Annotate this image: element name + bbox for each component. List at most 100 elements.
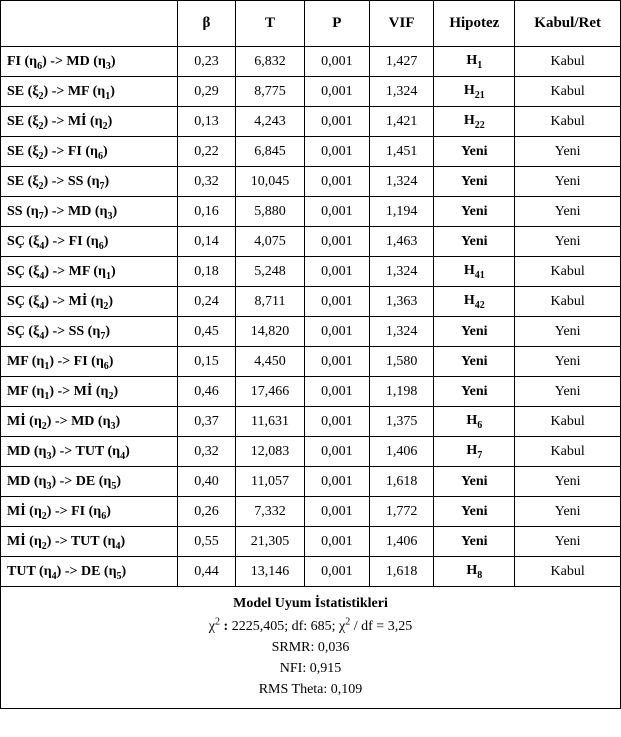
cell-t: 4,075 <box>236 227 305 257</box>
row-label: SÇ (ξ4) -> SS (η7) <box>1 317 178 347</box>
cell-vif: 1,363 <box>369 287 434 317</box>
cell-beta: 0,13 <box>177 107 235 137</box>
cell-t: 10,045 <box>236 167 305 197</box>
cell-accept: Kabul <box>515 557 621 587</box>
cell-hypothesis: H7 <box>434 437 515 467</box>
cell-t: 11,057 <box>236 467 305 497</box>
row-label: TUT (η4) -> DE (η5) <box>1 557 178 587</box>
table-row: Mİ (η2) -> TUT (η4)0,5521,3050,0011,406Y… <box>1 527 621 557</box>
cell-hypothesis: Yeni <box>434 227 515 257</box>
cell-vif: 1,427 <box>369 47 434 77</box>
cell-hypothesis: Yeni <box>434 377 515 407</box>
table-row: SE (ξ2) -> Mİ (η2)0,134,2430,0011,421H22… <box>1 107 621 137</box>
table-row: SÇ (ξ4) -> Mİ (η2)0,248,7110,0011,363H42… <box>1 287 621 317</box>
cell-p: 0,001 <box>305 317 370 347</box>
cell-beta: 0,45 <box>177 317 235 347</box>
cell-accept: Yeni <box>515 377 621 407</box>
row-label: FI (η6) -> MD (η3) <box>1 47 178 77</box>
srmr-value: SRMR: 0,036 <box>272 640 350 655</box>
row-label: MD (η3) -> TUT (η4) <box>1 437 178 467</box>
cell-accept: Yeni <box>515 527 621 557</box>
table-row: MF (η1) -> Mİ (η2)0,4617,4660,0011,198Ye… <box>1 377 621 407</box>
cell-beta: 0,18 <box>177 257 235 287</box>
col-header-p: P <box>305 1 370 47</box>
cell-t: 8,711 <box>236 287 305 317</box>
cell-vif: 1,324 <box>369 317 434 347</box>
table-row: SÇ (ξ4) -> SS (η7)0,4514,8200,0011,324Ye… <box>1 317 621 347</box>
cell-t: 21,305 <box>236 527 305 557</box>
cell-accept: Kabul <box>515 107 621 137</box>
cell-hypothesis: Yeni <box>434 347 515 377</box>
cell-hypothesis: Yeni <box>434 467 515 497</box>
chi-colon: : <box>220 619 232 634</box>
row-label: SE (ξ2) -> Mİ (η2) <box>1 107 178 137</box>
col-header-hypo: Hipotez <box>434 1 515 47</box>
cell-accept: Yeni <box>515 167 621 197</box>
row-label: Mİ (η2) -> MD (η3) <box>1 407 178 437</box>
table-row: MD (η3) -> TUT (η4)0,3212,0830,0011,406H… <box>1 437 621 467</box>
cell-t: 11,631 <box>236 407 305 437</box>
cell-p: 0,001 <box>305 197 370 227</box>
cell-beta: 0,14 <box>177 227 235 257</box>
row-label: SE (ξ2) -> FI (η6) <box>1 137 178 167</box>
cell-beta: 0,32 <box>177 167 235 197</box>
cell-t: 4,243 <box>236 107 305 137</box>
cell-vif: 1,194 <box>369 197 434 227</box>
col-header-t: T <box>236 1 305 47</box>
cell-p: 0,001 <box>305 407 370 437</box>
col-header-beta: β <box>177 1 235 47</box>
chi-df-ratio: / df = 3,25 <box>350 619 412 634</box>
cell-vif: 1,324 <box>369 77 434 107</box>
col-header-vif: VIF <box>369 1 434 47</box>
cell-t: 8,775 <box>236 77 305 107</box>
col-header-label <box>1 1 178 47</box>
table-row: SE (ξ2) -> SS (η7)0,3210,0450,0011,324Ye… <box>1 167 621 197</box>
cell-beta: 0,40 <box>177 467 235 497</box>
chi-sep: : <box>220 619 232 634</box>
cell-vif: 1,580 <box>369 347 434 377</box>
cell-vif: 1,324 <box>369 167 434 197</box>
cell-t: 12,083 <box>236 437 305 467</box>
cell-beta: 0,37 <box>177 407 235 437</box>
table-row: SS (η7) -> MD (η3)0,165,8800,0011,194Yen… <box>1 197 621 227</box>
table-row: SÇ (ξ4) -> FI (η6)0,144,0750,0011,463Yen… <box>1 227 621 257</box>
results-table: β T P VIF Hipotez Kabul/Ret FI (η6) -> M… <box>0 0 621 709</box>
cell-hypothesis: H6 <box>434 407 515 437</box>
table-container: β T P VIF Hipotez Kabul/Ret FI (η6) -> M… <box>0 0 621 709</box>
table-header-row: β T P VIF Hipotez Kabul/Ret <box>1 1 621 47</box>
cell-p: 0,001 <box>305 77 370 107</box>
row-label: SÇ (ξ4) -> FI (η6) <box>1 227 178 257</box>
cell-accept: Yeni <box>515 467 621 497</box>
table-row: MD (η3) -> DE (η5)0,4011,0570,0011,618Ye… <box>1 467 621 497</box>
table-row: SE (ξ2) -> MF (η1)0,298,7750,0011,324H21… <box>1 77 621 107</box>
cell-hypothesis: H21 <box>434 77 515 107</box>
table-row: SÇ (ξ4) -> MF (η1)0,185,2480,0011,324H41… <box>1 257 621 287</box>
row-label: Mİ (η2) -> TUT (η4) <box>1 527 178 557</box>
cell-beta: 0,22 <box>177 137 235 167</box>
cell-vif: 1,618 <box>369 467 434 497</box>
cell-accept: Kabul <box>515 287 621 317</box>
cell-accept: Kabul <box>515 437 621 467</box>
cell-t: 4,450 <box>236 347 305 377</box>
row-label: Mİ (η2) -> FI (η6) <box>1 497 178 527</box>
row-label: MD (η3) -> DE (η5) <box>1 467 178 497</box>
cell-beta: 0,16 <box>177 197 235 227</box>
cell-accept: Yeni <box>515 497 621 527</box>
fit-title: Model Uyum İstatistikleri <box>233 596 388 611</box>
table-footer-row: Model Uyum İstatistikleri χ2 : 2225,405;… <box>1 587 621 709</box>
cell-t: 13,146 <box>236 557 305 587</box>
cell-accept: Yeni <box>515 347 621 377</box>
cell-hypothesis: Yeni <box>434 137 515 167</box>
cell-p: 0,001 <box>305 227 370 257</box>
cell-beta: 0,44 <box>177 557 235 587</box>
cell-t: 5,880 <box>236 197 305 227</box>
cell-beta: 0,23 <box>177 47 235 77</box>
cell-accept: Yeni <box>515 317 621 347</box>
cell-beta: 0,15 <box>177 347 235 377</box>
table-body: FI (η6) -> MD (η3)0,236,8320,0011,427H1K… <box>1 47 621 587</box>
cell-vif: 1,421 <box>369 107 434 137</box>
rms-theta-value: RMS Theta: 0,109 <box>259 682 363 697</box>
cell-p: 0,001 <box>305 47 370 77</box>
col-header-acc: Kabul/Ret <box>515 1 621 47</box>
cell-p: 0,001 <box>305 257 370 287</box>
